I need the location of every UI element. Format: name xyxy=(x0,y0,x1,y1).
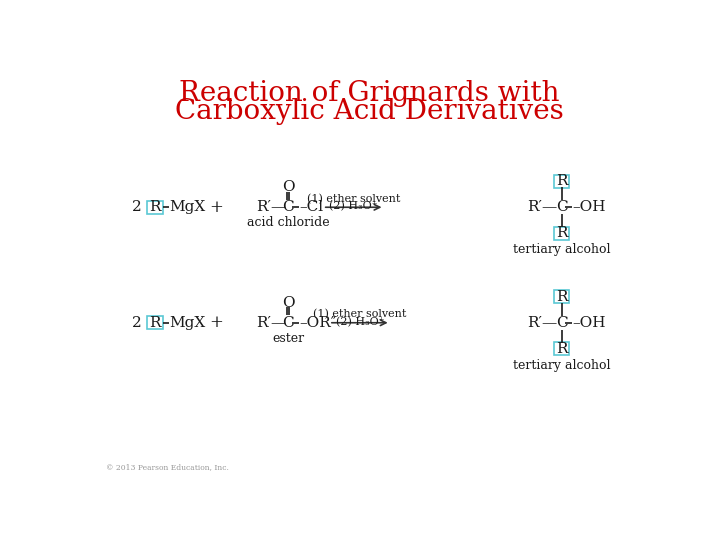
Text: –OH: –OH xyxy=(572,200,606,214)
Text: R′—: R′— xyxy=(527,200,558,214)
Text: ester: ester xyxy=(272,332,305,345)
Text: (2) H₃O⁺: (2) H₃O⁺ xyxy=(329,201,378,212)
Text: C: C xyxy=(282,200,294,214)
Text: tertiary alcohol: tertiary alcohol xyxy=(513,243,611,256)
Text: (1) ether solvent: (1) ether solvent xyxy=(307,194,400,204)
Text: acid chloride: acid chloride xyxy=(247,216,330,229)
Text: O: O xyxy=(282,180,294,194)
Text: R: R xyxy=(556,289,567,303)
Text: C: C xyxy=(556,200,567,214)
Text: Reaction of Grignards with: Reaction of Grignards with xyxy=(179,80,559,107)
Bar xyxy=(554,174,570,187)
Text: Carboxylic Acid Derivatives: Carboxylic Acid Derivatives xyxy=(175,98,563,125)
Text: (1) ether solvent: (1) ether solvent xyxy=(313,309,407,320)
Bar xyxy=(148,201,163,214)
Text: © 2013 Pearson Education, Inc.: © 2013 Pearson Education, Inc. xyxy=(106,463,228,471)
Text: 2: 2 xyxy=(132,200,141,214)
Text: –OR″: –OR″ xyxy=(299,316,336,330)
Text: –OH: –OH xyxy=(572,316,606,330)
Text: R′—: R′— xyxy=(256,200,287,214)
Text: MgX: MgX xyxy=(168,316,205,330)
Text: R: R xyxy=(556,226,567,240)
Text: (2) H₃O⁺: (2) H₃O⁺ xyxy=(336,317,384,327)
Text: R: R xyxy=(149,200,161,214)
Text: –Cl: –Cl xyxy=(299,200,323,214)
Text: +: + xyxy=(210,199,223,216)
Text: C: C xyxy=(282,316,294,330)
Bar xyxy=(554,290,570,303)
Bar xyxy=(148,316,163,329)
Text: R: R xyxy=(556,174,567,188)
Text: +: + xyxy=(210,314,223,331)
Text: R′—: R′— xyxy=(256,316,287,330)
Text: tertiary alcohol: tertiary alcohol xyxy=(513,359,611,372)
Text: MgX: MgX xyxy=(168,200,205,214)
Text: R: R xyxy=(149,316,161,330)
Text: O: O xyxy=(282,296,294,310)
Text: C: C xyxy=(556,316,567,330)
Text: R: R xyxy=(556,342,567,356)
Text: R′—: R′— xyxy=(527,316,558,330)
Bar xyxy=(554,342,570,355)
Text: 2: 2 xyxy=(132,316,141,330)
Bar xyxy=(554,227,570,240)
